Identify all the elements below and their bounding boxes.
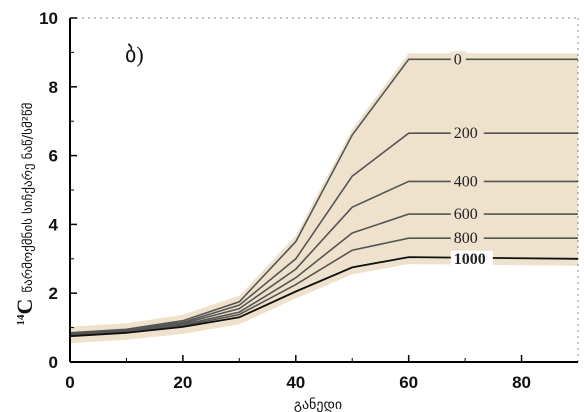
- x-tick-label-0: 0: [65, 373, 74, 392]
- y-tick-label-10: 10: [39, 9, 58, 28]
- series-label-background: [450, 125, 484, 142]
- series-label-800: 800: [454, 230, 478, 247]
- x-axis-title: განედი: [294, 397, 342, 412]
- y-tick-label-8: 8: [49, 78, 58, 97]
- tick-labels-layer: 0 2 4 6 8 10 0 20 40 60 80: [39, 9, 531, 392]
- series-line-0: [69, 58, 578, 334]
- series-label-1000: 1000: [454, 251, 486, 268]
- series-label-600: 600: [454, 206, 478, 223]
- y-axis-title: 14Cწარმოქმნის სიჩქარე ნაწ/სმ²წმ: [12, 103, 37, 326]
- x-tick-label-80: 80: [512, 373, 531, 392]
- y-tick-label-2: 2: [49, 284, 58, 303]
- y-tick-label-4: 4: [49, 215, 59, 234]
- series-line-1000: [69, 256, 579, 338]
- envelope-band: [70, 53, 578, 344]
- series-label-background: [450, 206, 484, 223]
- series-lines-layer: [69, 58, 579, 338]
- series-label-background: [450, 250, 493, 267]
- x-tick-label-60: 60: [399, 373, 418, 392]
- y-axis-title-text: წარმოქმნის სიჩქარე ნაწ/სმ²წმ: [21, 103, 36, 293]
- series-label-background: [450, 230, 484, 247]
- y-tick-label-0: 0: [49, 353, 58, 372]
- y-axis-title-symbol: C: [12, 299, 37, 315]
- panel-label: ბ): [125, 42, 144, 67]
- series-label-400: 400: [454, 173, 478, 190]
- axes-layer: [69, 17, 579, 363]
- envelope-band-layer: [70, 53, 578, 344]
- series-label-200: 200: [454, 125, 478, 142]
- svg-text:14Cწარმოქმნის სიჩქარე ნაწ/სმ²წ: 14Cწარმოქმნის სიჩქარე ნაწ/სმ²წმ: [12, 103, 37, 326]
- x-tick-label-40: 40: [286, 373, 305, 392]
- y-tick-label-6: 6: [49, 147, 58, 166]
- series-label-background: [450, 51, 466, 68]
- series-labels-layer: 0 200 400 600 800 1000: [450, 51, 493, 268]
- series-label-background: [450, 173, 484, 190]
- x-tick-label-20: 20: [173, 373, 192, 392]
- y-axis-title-superscript: 14: [15, 314, 27, 326]
- series-label-0: 0: [454, 51, 462, 68]
